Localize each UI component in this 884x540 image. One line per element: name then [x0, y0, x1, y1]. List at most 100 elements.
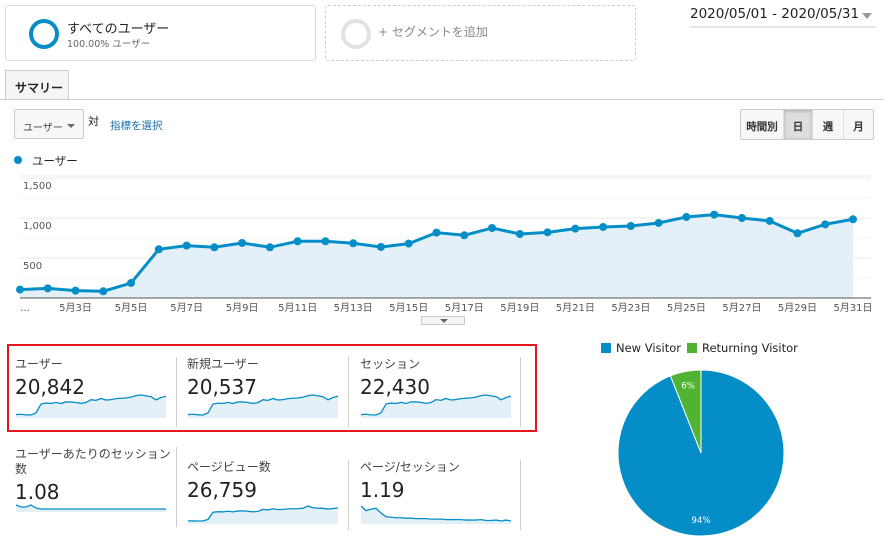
x-tick-label: 5月11日	[278, 302, 317, 314]
y-tick-label: 1,500	[23, 181, 52, 192]
date-range-text: 2020/05/01 - 2020/05/31	[690, 6, 860, 22]
x-tick-label: 5月29日	[778, 302, 817, 314]
data-point[interactable]	[599, 222, 608, 231]
data-point[interactable]	[821, 220, 830, 229]
pie-slice-label: 6%	[681, 381, 695, 391]
metric-select-value: ユーザー	[23, 123, 63, 134]
metric-4[interactable]: ページビュー数 26,759	[187, 460, 347, 502]
data-point[interactable]	[321, 237, 330, 246]
data-point[interactable]	[265, 243, 274, 252]
chevron-down-icon	[67, 124, 75, 128]
metric-divider	[176, 357, 177, 427]
sparkline-area	[361, 506, 511, 524]
sparkline-line	[16, 394, 167, 416]
tab-summary[interactable]: サマリー	[5, 70, 69, 100]
metric-label: ページビュー数	[187, 460, 271, 474]
data-point[interactable]	[127, 278, 136, 287]
metric-5[interactable]: ページ/セッション 1.19	[360, 460, 520, 502]
segment-placeholder-icon	[341, 19, 371, 49]
sparkline-area	[361, 395, 511, 418]
metric-1[interactable]: 新規ユーザー 20,537	[187, 357, 347, 399]
data-point[interactable]	[99, 287, 108, 296]
data-point[interactable]	[682, 212, 691, 221]
pie-slice[interactable]	[669, 369, 702, 454]
sparkline-line	[16, 504, 166, 510]
metric-label: ユーザーあたりのセッション数	[15, 447, 171, 476]
sparkline-line	[188, 505, 339, 522]
legend-swatch	[601, 343, 611, 353]
data-point[interactable]	[238, 238, 247, 247]
data-point[interactable]	[376, 242, 385, 251]
data-point[interactable]	[710, 210, 719, 219]
data-point[interactable]	[293, 237, 302, 246]
data-point[interactable]	[349, 239, 358, 248]
metric-select[interactable]: ユーザー	[14, 109, 84, 139]
data-point[interactable]	[182, 241, 191, 250]
data-point[interactable]	[404, 239, 413, 248]
granularity-hourly-button[interactable]: 時間別	[746, 121, 778, 133]
x-tick-label: 5月25日	[667, 302, 706, 314]
granularity-month-button[interactable]: 月	[843, 110, 873, 139]
metric-2[interactable]: セッション 22,430	[360, 357, 520, 399]
visitor-pie-chart: 94% 6%	[617, 369, 785, 537]
sparkline-line	[361, 394, 512, 416]
metric-3[interactable]: ユーザーあたりのセッション数 1.08	[15, 447, 175, 504]
select-metric-link[interactable]: 指標を選択	[110, 120, 163, 132]
metric-label: 新規ユーザー	[187, 357, 259, 371]
data-point[interactable]	[515, 230, 524, 238]
data-point[interactable]	[654, 218, 663, 227]
data-point[interactable]	[849, 215, 857, 224]
data-point[interactable]	[71, 286, 80, 295]
data-point[interactable]	[460, 231, 469, 240]
granularity-week-button[interactable]: 週	[812, 110, 843, 139]
pie-slice-label: 94%	[692, 516, 711, 526]
metric-sparkline	[188, 505, 339, 524]
data-point[interactable]	[626, 222, 635, 230]
data-point[interactable]	[793, 229, 802, 238]
metric-value: 20,537	[187, 375, 257, 399]
segment-ring-icon	[29, 19, 59, 49]
granularity-day-button[interactable]: 日	[783, 110, 812, 139]
tab-divider	[0, 99, 884, 100]
y-tick-label: 1,000	[23, 221, 52, 232]
x-tick-label: 5月7日	[170, 302, 203, 314]
pie-legend-new: New Visitor	[601, 341, 681, 355]
data-point[interactable]	[43, 284, 52, 293]
data-point[interactable]	[16, 285, 24, 294]
metric-divider	[520, 460, 521, 530]
add-segment-button[interactable]: + セグメントを追加	[325, 5, 636, 61]
users-line-chart: 500 1,000 1,500 … 5月3日 5月5日 5月7日 5月9日 5月11日 5月13日…	[16, 175, 873, 314]
x-tick-label: 5月15日	[389, 302, 428, 314]
segment-subtitle: 100.00% ユーザー	[67, 39, 151, 50]
data-point[interactable]	[432, 228, 441, 237]
metric-0[interactable]: ユーザー 20,842	[15, 357, 175, 399]
chart-resize-handle[interactable]	[421, 316, 465, 325]
metric-sparkline	[361, 394, 512, 418]
data-point[interactable]	[154, 245, 163, 254]
add-segment-label: + セグメントを追加	[378, 25, 488, 39]
x-tick-label: 5月13日	[334, 302, 373, 314]
data-point[interactable]	[571, 224, 580, 233]
pie-legend-returning-label: Returning Visitor	[702, 341, 798, 355]
chevron-down-icon	[862, 13, 872, 19]
x-tick-label: 5月17日	[445, 302, 484, 314]
data-point[interactable]	[737, 214, 746, 222]
data-point[interactable]	[765, 216, 774, 225]
metric-sparkline	[188, 394, 339, 418]
metric-label: ページ/セッション	[360, 460, 460, 474]
metric-divider	[348, 357, 349, 427]
pie-legend-new-label: New Visitor	[616, 341, 682, 355]
x-tick-label: 5月19日	[500, 302, 539, 314]
data-point[interactable]	[210, 243, 219, 252]
metric-value: 1.19	[360, 478, 405, 502]
x-tick-label: 5月3日	[59, 302, 92, 314]
date-range-picker[interactable]: 2020/05/01 - 2020/05/31	[690, 6, 876, 28]
sparkline-line	[188, 394, 339, 416]
metric-label: ユーザー	[15, 357, 63, 371]
data-point[interactable]	[488, 224, 497, 232]
data-point[interactable]	[543, 228, 552, 237]
x-tick-label: 5月27日	[722, 302, 761, 314]
segment-all-users[interactable]: すべてのユーザー 100.00% ユーザー	[5, 5, 316, 61]
pie-slice[interactable]	[617, 369, 785, 537]
segment-title: すべてのユーザー	[67, 22, 170, 37]
